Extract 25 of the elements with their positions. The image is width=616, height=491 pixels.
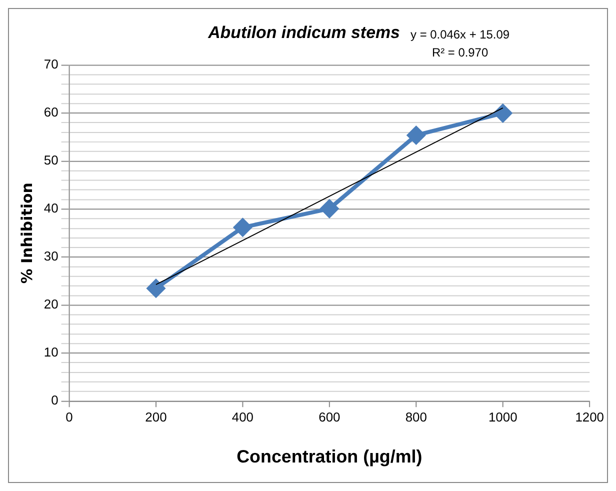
text: y = 0.046x + 15.09: [410, 28, 510, 42]
y-tick-label: 60: [44, 104, 58, 120]
x-tick-label: 0: [66, 409, 73, 424]
point: [494, 104, 512, 122]
point: [320, 200, 338, 218]
x-tick-label: 800: [405, 409, 427, 424]
y-tick-label: 70: [44, 56, 58, 72]
point: [407, 126, 426, 144]
x-tick-label: 1000: [488, 409, 518, 424]
point: [147, 279, 165, 298]
x-tick-label: 200: [145, 409, 167, 424]
y-tick-label: 0: [51, 392, 58, 408]
x-tick-label: 600: [318, 409, 340, 424]
x-axis-title: Concentration (µg/ml): [236, 446, 422, 466]
x-tick-label: 400: [232, 409, 254, 424]
chart-title: Abutilon indicum stems: [207, 22, 400, 42]
text: R² = 0.970: [432, 46, 488, 60]
y-tick-label: 20: [44, 296, 58, 312]
y-tick-label: 10: [44, 344, 58, 360]
x-tick-label: 1200: [575, 409, 604, 424]
y-tick-label: 40: [44, 200, 58, 216]
y-tick-label: 50: [44, 152, 58, 168]
y-tick-label: 30: [44, 248, 58, 264]
y-axis-title: % Inhibition: [18, 182, 36, 284]
point: [234, 218, 252, 236]
